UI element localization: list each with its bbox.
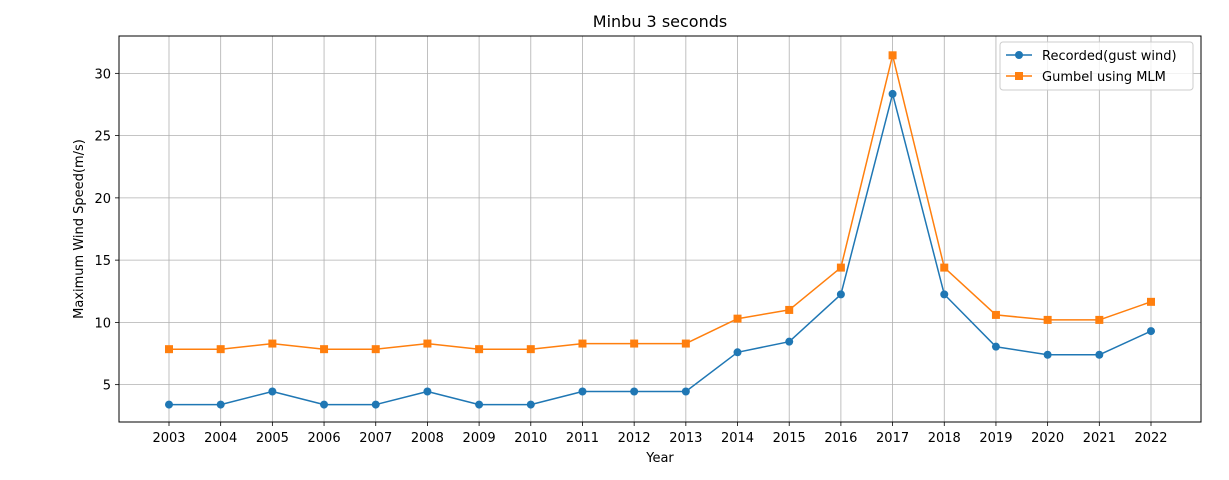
- y-axis-ticks: 5 10 15 20 25 30: [94, 67, 119, 394]
- x-tick-label: 2022: [1134, 431, 1167, 446]
- data-point: [681, 387, 690, 396]
- legend-marker-gumbel: [1015, 72, 1023, 80]
- data-point: [1147, 327, 1155, 336]
- x-tick-label: 2009: [463, 431, 496, 446]
- y-tick-label: 20: [94, 192, 111, 207]
- x-tick-label: 2015: [773, 431, 806, 446]
- x-tick-label: 2020: [1031, 431, 1064, 446]
- x-tick-label: 2021: [1083, 431, 1116, 446]
- series-layer: [165, 51, 1155, 409]
- data-point: [268, 339, 277, 348]
- x-tick-label: 2003: [152, 431, 185, 446]
- data-point: [888, 89, 897, 98]
- chart-title: Minbu 3 seconds: [593, 12, 727, 31]
- data-point: [165, 345, 173, 354]
- data-point: [836, 290, 845, 299]
- data-point: [940, 263, 949, 272]
- data-point: [1043, 315, 1052, 324]
- y-axis-title: Maximum Wind Speed(m/s): [72, 139, 87, 319]
- series-line: [169, 93, 1152, 406]
- x-tick-label: 2010: [514, 431, 547, 446]
- x-axis-ticks: 2003 2004 2005 2006 2007 2008 2009 2010 2011 2012…: [152, 422, 1168, 446]
- data-point: [681, 339, 690, 348]
- data-point: [888, 51, 897, 60]
- data-point: [578, 387, 587, 396]
- y-tick-label: 5: [103, 379, 111, 394]
- data-point: [630, 387, 639, 396]
- y-tick-label: 30: [94, 67, 111, 82]
- x-tick-label: 2011: [566, 431, 599, 446]
- legend-marker-recorded: [1015, 51, 1023, 59]
- data-point: [526, 400, 535, 409]
- x-tick-label: 2018: [928, 431, 961, 446]
- x-tick-label: 2007: [359, 431, 392, 446]
- plot-frame: [118, 35, 1202, 423]
- series-1: [165, 51, 1155, 354]
- legend: Recorded(gust wind) Gumbel using MLM: [999, 41, 1194, 91]
- legend-label-gumbel: Gumbel using MLM: [1042, 70, 1166, 85]
- data-point: [475, 400, 484, 409]
- x-tick-label: 2005: [256, 431, 289, 446]
- data-point: [371, 345, 380, 354]
- x-tick-label: 2004: [204, 431, 237, 446]
- y-tick-label: 10: [94, 316, 111, 331]
- data-point: [526, 345, 535, 354]
- legend-label-recorded: Recorded(gust wind): [1042, 49, 1177, 64]
- data-point: [320, 345, 329, 354]
- data-point: [1147, 297, 1155, 306]
- data-point: [733, 314, 742, 323]
- x-tick-label: 2017: [876, 431, 909, 446]
- data-point: [1095, 315, 1104, 324]
- data-point: [630, 339, 639, 348]
- y-tick-label: 25: [94, 130, 111, 145]
- x-tick-label: 2013: [669, 431, 702, 446]
- data-point: [216, 400, 225, 409]
- data-point: [1095, 350, 1104, 359]
- x-tick-label: 2008: [411, 431, 444, 446]
- data-point: [940, 290, 949, 299]
- data-point: [165, 400, 173, 409]
- grid-lines: [119, 36, 1201, 422]
- series-0: [165, 89, 1155, 409]
- x-tick-label: 2012: [618, 431, 651, 446]
- data-point: [785, 305, 794, 314]
- data-point: [836, 263, 845, 272]
- x-tick-label: 2006: [308, 431, 341, 446]
- data-point: [785, 337, 794, 346]
- data-point: [371, 400, 380, 409]
- data-point: [423, 387, 432, 396]
- x-tick-label: 2014: [721, 431, 754, 446]
- series-line: [169, 54, 1152, 350]
- data-point: [733, 348, 742, 357]
- x-tick-label: 2019: [979, 431, 1012, 446]
- y-tick-label: 15: [94, 254, 111, 269]
- data-point: [216, 345, 225, 354]
- data-point: [578, 339, 587, 348]
- data-point: [475, 345, 484, 354]
- data-point: [991, 342, 1000, 351]
- data-point: [423, 339, 432, 348]
- data-point: [268, 387, 277, 396]
- legend-box: [999, 41, 1194, 91]
- data-point: [1043, 350, 1052, 359]
- data-point: [320, 400, 329, 409]
- x-tick-label: 2016: [824, 431, 857, 446]
- x-axis-title: Year: [645, 451, 674, 466]
- data-point: [991, 310, 1000, 319]
